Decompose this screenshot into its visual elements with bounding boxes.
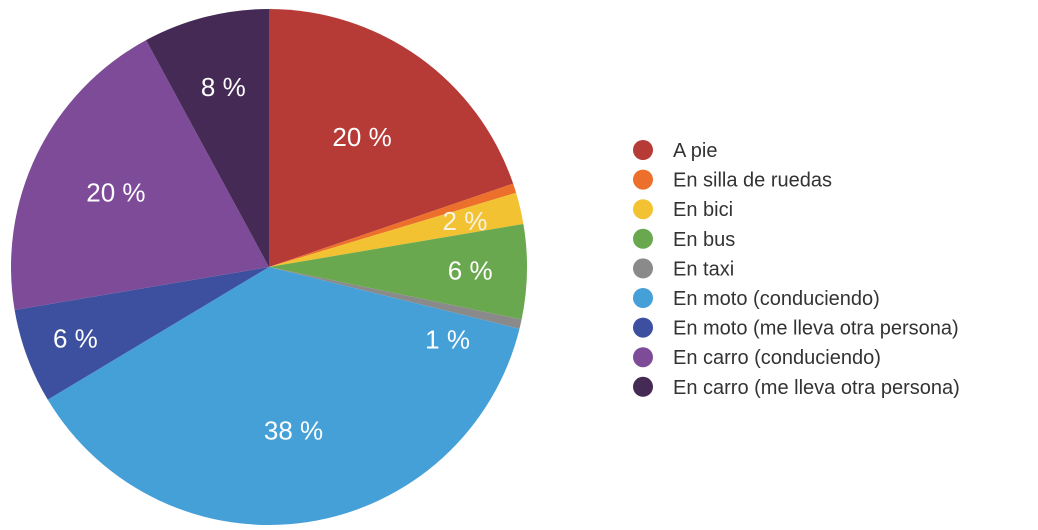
legend-swatch-a-pie	[633, 140, 653, 160]
slice-label-en-taxi: 1 %	[425, 324, 470, 354]
legend-label-en-moto-me-lleva-otra-persona: En moto (me lleva otra persona)	[673, 318, 959, 340]
pie-slice-en-taxi	[269, 267, 522, 329]
legend-label-en-silla-de-ruedas: En silla de ruedas	[673, 170, 832, 192]
pie-slice-en-carro-conduciendo	[10, 40, 269, 311]
legend-label-en-bus: En bus	[673, 229, 735, 251]
slice-label-en-carro-conduciendo: 20 %	[86, 177, 145, 207]
slice-label-en-bus: 6 %	[448, 256, 493, 286]
legend-label-en-bici: En bici	[673, 199, 733, 221]
pie-slice-en-carro-me-lleva-otra-persona	[146, 9, 269, 267]
legend-label-en-taxi: En taxi	[673, 258, 734, 280]
legend-swatch-en-silla-de-ruedas	[633, 169, 653, 190]
slice-label-en-moto-me-lleva-otra-persona: 6 %	[53, 324, 98, 354]
legend-label-en-carro-conduciendo: En carro (conduciendo)	[673, 347, 881, 369]
legend-swatch-en-carro-conduciendo	[633, 347, 653, 368]
pie-slice-en-silla-de-ruedas	[269, 183, 517, 267]
slice-label-a-pie: 20 %	[332, 122, 391, 152]
pie-slice-en-bus	[269, 223, 527, 320]
pie-slices	[10, 9, 527, 525]
legend-swatch-en-moto-conduciendo	[633, 288, 653, 308]
slice-label-en-moto-conduciendo: 38 %	[264, 415, 323, 445]
legend-swatch-en-carro-me-lleva-otra-persona	[633, 376, 653, 397]
pie-slice-en-bici	[269, 192, 524, 267]
pie-slice-a-pie	[269, 9, 514, 267]
legend-swatch-en-taxi	[633, 258, 653, 279]
legend-swatch-en-moto-me-lleva-otra-persona	[633, 317, 653, 338]
legend-label-en-carro-me-lleva-otra-persona: En carro (me lleva otra persona)	[673, 377, 960, 399]
pie-slice-en-moto-me-lleva-otra-persona	[14, 267, 270, 400]
legend-swatch-en-bus	[633, 228, 653, 249]
pie-slice-en-moto-conduciendo	[47, 267, 520, 525]
slice-label-en-carro-me-lleva-otra-persona: 8 %	[201, 72, 246, 102]
legend-swatch-en-bici	[633, 199, 653, 220]
legend-label-en-moto-conduciendo: En moto (conduciendo)	[673, 288, 880, 310]
pie-slice-labels: 20 % 2 % 6 % 38 % 6 % 20 % 8 % 1 %	[53, 72, 493, 445]
legend-label-a-pie: A pie	[673, 140, 717, 162]
legend: A pie En silla de ruedas En bici En bus En t…	[633, 140, 960, 399]
slice-label-en-bici: 2 %	[443, 206, 488, 236]
